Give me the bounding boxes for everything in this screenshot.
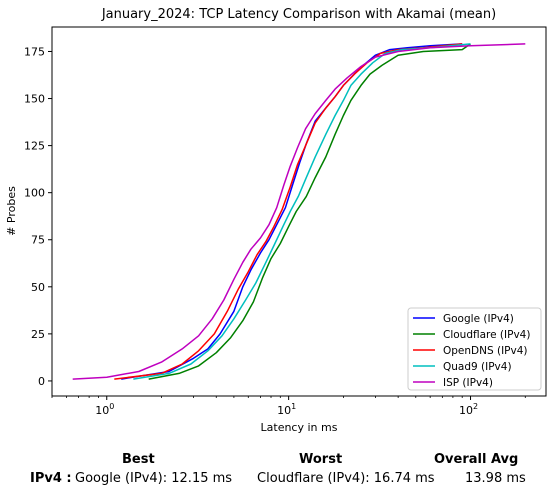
x-tick-base: 10: [459, 404, 473, 417]
y-axis: 0 25 50 75 100 125 150 175: [24, 45, 52, 388]
plot-frame: [51, 26, 547, 397]
y-tick-label: 0: [38, 375, 45, 388]
series-line-0: [121, 43, 463, 380]
legend-label: Google (IPv4): [443, 313, 514, 325]
x-tick-exponent: 0: [109, 402, 114, 411]
x-tick-label: 100: [95, 402, 114, 417]
best-header: Best: [122, 452, 155, 467]
y-tick-label: 100: [24, 187, 45, 200]
y-tick-label: 125: [24, 140, 45, 153]
overall-avg-value: 13.98 ms: [465, 471, 526, 486]
latency-chart: January_2024: TCP Latency Comparison wit…: [5, 7, 547, 434]
overall-avg-header: Overall Avg: [434, 452, 519, 467]
x-tick-exponent: 2: [473, 402, 478, 411]
legend-label: OpenDNS (IPv4): [443, 345, 528, 357]
x-tick-exponent: 1: [291, 402, 296, 411]
y-tick-label: 150: [24, 93, 45, 106]
series-line-1: [148, 43, 471, 380]
y-tick-label: 25: [31, 328, 45, 341]
y-tick-label: 50: [31, 281, 45, 294]
worst-value: Cloudflare (IPv4): 16.74 ms: [257, 471, 435, 486]
ipv4-row-label: IPv4 :: [30, 471, 72, 486]
x-tick-label: 102: [459, 402, 478, 417]
worst-header: Worst: [299, 452, 343, 467]
y-axis-label: # Probes: [5, 186, 18, 236]
legend-label: Cloudflare (IPv4): [443, 329, 530, 341]
series-line-4: [72, 43, 526, 380]
y-tick-label: 75: [31, 234, 45, 247]
best-value: Google (IPv4): 12.15 ms: [75, 471, 233, 486]
x-tick-label: 101: [277, 402, 296, 417]
legend-box: [407, 307, 542, 391]
x-tick-base: 10: [277, 404, 291, 417]
x-axis-label: Latency in ms: [261, 421, 338, 434]
series-lines: [72, 43, 526, 380]
y-tick-label: 175: [24, 45, 45, 58]
series-line-3: [133, 43, 471, 380]
legend-label: Quad9 (IPv4): [443, 361, 512, 373]
x-axis: 100 101 102: [51, 396, 526, 417]
legend-label: ISP (IPv4): [443, 377, 493, 389]
chart-title: January_2024: TCP Latency Comparison wit…: [101, 7, 496, 22]
legend: Google (IPv4) Cloudflare (IPv4) OpenDNS (I…: [407, 307, 542, 391]
x-tick-base: 10: [95, 404, 109, 417]
